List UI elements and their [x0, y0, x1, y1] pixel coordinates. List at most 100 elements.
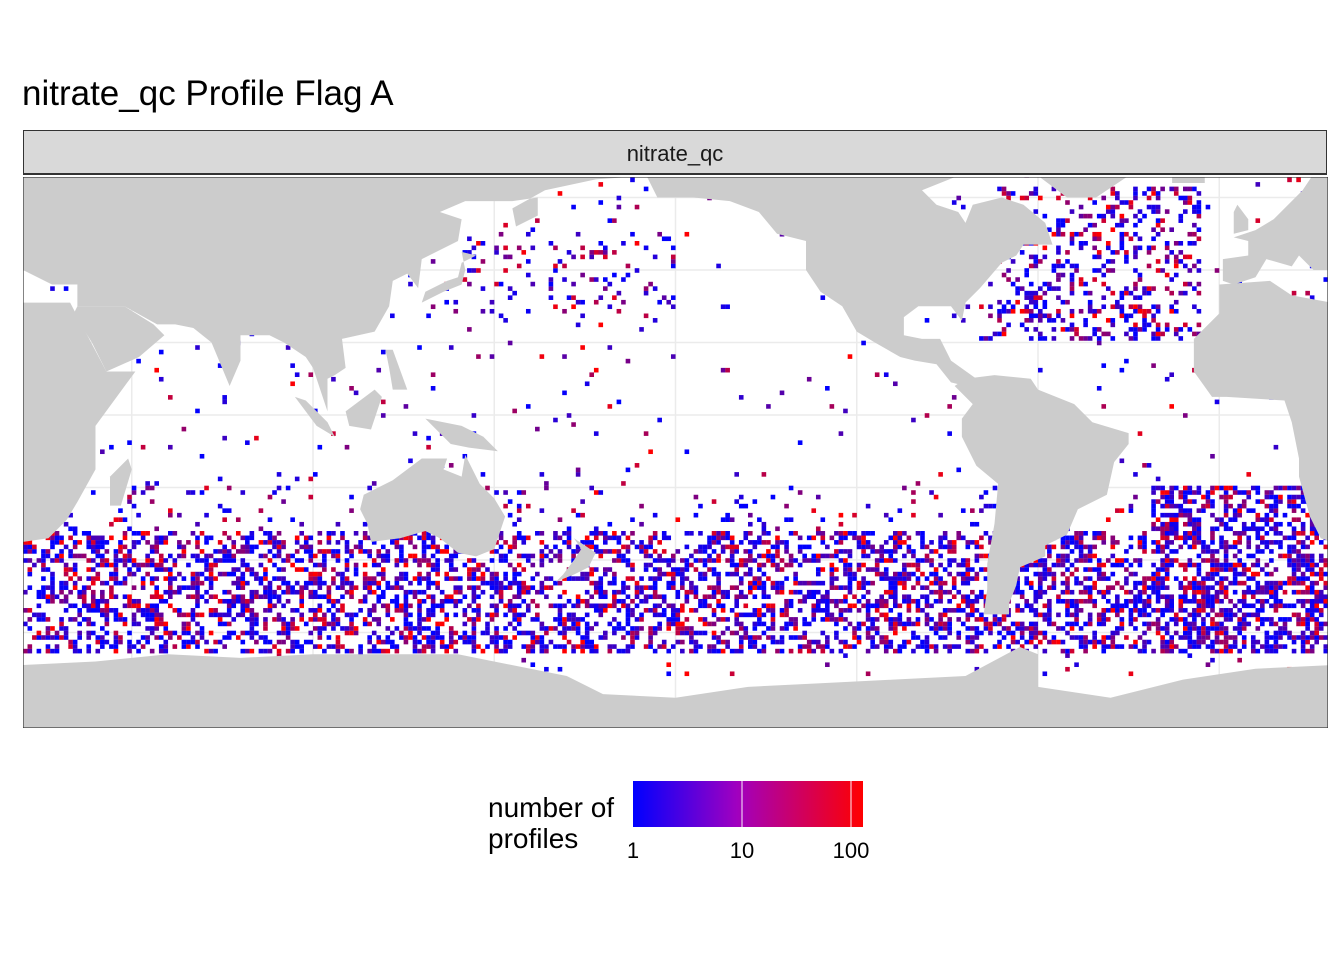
- profile-cell: [1155, 621, 1161, 627]
- profile-cell: [911, 571, 916, 577]
- profile-cell: [1146, 463, 1152, 468]
- profile-cell: [1133, 245, 1138, 251]
- profile-cell: [1160, 490, 1165, 495]
- profile-cell: [172, 608, 178, 613]
- profile-cell: [1214, 589, 1220, 595]
- profile-cell: [68, 553, 73, 559]
- profile-cell: [906, 544, 912, 550]
- profile-cell: [1069, 209, 1075, 214]
- profile-cell: [902, 580, 907, 586]
- profile-cell: [738, 503, 744, 509]
- profile-cell: [1223, 494, 1229, 500]
- profile-cell: [525, 553, 531, 559]
- profile-cell: [1065, 567, 1070, 572]
- profile-cell: [834, 621, 839, 627]
- profile-cell: [1250, 553, 1256, 559]
- profile-cell: [72, 585, 78, 590]
- profile-cell: [870, 639, 875, 645]
- profile-cell: [340, 626, 345, 631]
- profile-cell: [643, 290, 649, 296]
- profile-cell: [100, 594, 105, 600]
- profile-cell: [226, 612, 232, 618]
- profile-cell: [458, 635, 463, 640]
- profile-cell: [1273, 598, 1279, 604]
- profile-cell: [1146, 639, 1152, 645]
- profile-cell: [276, 648, 282, 654]
- profile-cell: [752, 544, 758, 550]
- profile-cell: [734, 612, 740, 618]
- profile-cell: [1192, 544, 1197, 550]
- profile-cell: [575, 621, 581, 627]
- profile-cell: [616, 608, 622, 613]
- profile-cell: [331, 598, 336, 604]
- profile-cell: [1300, 644, 1306, 649]
- profile-cell: [371, 540, 377, 545]
- profile-cell: [367, 580, 372, 586]
- profile-cell: [494, 612, 499, 618]
- profile-cell: [838, 549, 844, 554]
- profile-cell: [893, 535, 898, 541]
- profile-cell: [226, 558, 232, 563]
- profile-cell: [1155, 517, 1161, 523]
- profile-cell: [707, 540, 712, 545]
- profile-cell: [1133, 222, 1138, 228]
- profile-cell: [1164, 259, 1170, 264]
- profile-cell: [1142, 463, 1147, 468]
- profile-cell: [530, 617, 536, 622]
- profile-cell: [168, 630, 173, 636]
- profile-cell: [1047, 608, 1052, 613]
- profile-cell: [444, 648, 450, 654]
- profile-cell: [1232, 562, 1238, 568]
- profile-cell: [1296, 598, 1301, 604]
- profile-cell: [666, 648, 672, 654]
- profile-cell: [711, 635, 717, 640]
- profile-cell: [86, 630, 92, 636]
- profile-cell: [489, 308, 495, 314]
- profile-cell: [408, 458, 413, 464]
- profile-cell: [1192, 331, 1197, 337]
- profile-cell: [1092, 603, 1097, 609]
- profile-cell: [535, 612, 540, 618]
- profile-cell: [317, 444, 323, 450]
- profile-cell: [1060, 639, 1066, 645]
- profile-cell: [1092, 598, 1097, 604]
- profile-cell: [797, 535, 803, 541]
- profile-cell: [788, 531, 794, 536]
- profile-cell: [1056, 598, 1061, 604]
- profile-cell: [362, 562, 368, 568]
- profile-cell: [811, 617, 817, 622]
- profile-cell: [1160, 331, 1165, 337]
- profile-cell: [27, 644, 33, 649]
- profile-cell: [1110, 639, 1116, 645]
- profile-cell: [195, 585, 200, 590]
- profile-cell: [834, 635, 839, 640]
- profile-cell: [793, 621, 798, 627]
- profile-cell: [331, 549, 336, 554]
- profile-cell: [1042, 635, 1048, 640]
- profile-cell: [1300, 558, 1306, 563]
- profile-cell: [902, 485, 907, 491]
- profile-cell: [1246, 553, 1252, 559]
- profile-cell: [834, 585, 839, 590]
- profile-cell: [448, 598, 454, 604]
- profile-cell: [1060, 571, 1066, 577]
- profile-cell: [1223, 576, 1229, 581]
- profile-cell: [371, 608, 377, 613]
- profile-cell: [888, 621, 894, 627]
- profile-cell: [1137, 612, 1143, 618]
- profile-cell: [1101, 213, 1107, 219]
- profile-cell: [467, 639, 472, 645]
- profile-cell: [1264, 617, 1270, 622]
- profile-cell: [122, 553, 128, 559]
- profile-cell: [698, 598, 703, 604]
- profile-cell: [843, 535, 848, 541]
- profile-cell: [883, 512, 889, 518]
- profile-cell: [308, 617, 314, 622]
- profile-cell: [50, 589, 55, 595]
- profile-cell: [430, 259, 436, 264]
- profile-cell: [757, 576, 762, 581]
- profile-cell: [852, 630, 857, 636]
- profile-cell: [1305, 617, 1310, 622]
- profile-cell: [507, 585, 513, 590]
- profile-cell: [553, 544, 558, 550]
